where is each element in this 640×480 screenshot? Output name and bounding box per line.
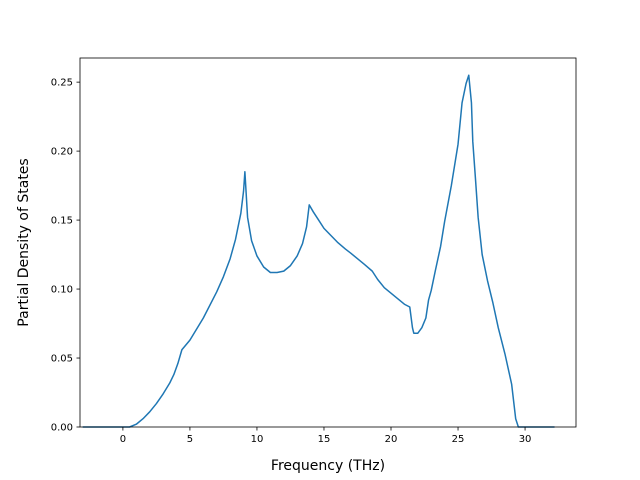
x-tick-label: 5 xyxy=(187,434,193,445)
x-tick-label: 0 xyxy=(120,434,126,445)
series-layer xyxy=(82,74,555,428)
y-tick-label: 0.20 xyxy=(51,147,73,158)
x-tick-label: 15 xyxy=(318,434,331,445)
y-tick-label: 0.10 xyxy=(51,285,73,296)
x-axis: 0 5 10 15 20 25 30 xyxy=(120,427,532,445)
x-axis-label: Frequency (THz) xyxy=(271,458,385,474)
x-tick-label: 10 xyxy=(251,434,264,445)
y-axis: 0.00 0.05 0.10 0.15 0.20 0.25 xyxy=(51,78,80,434)
y-axis-label: Partial Density of States xyxy=(16,158,32,326)
x-tick-label: 25 xyxy=(452,434,465,445)
y-tick-label: 0.25 xyxy=(51,78,73,89)
y-tick-label: 0.15 xyxy=(51,216,73,227)
y-tick-label: 0.00 xyxy=(51,423,73,434)
y-tick-label: 0.05 xyxy=(51,354,73,365)
series-line-0 xyxy=(82,74,555,428)
x-tick-label: 20 xyxy=(385,434,398,445)
x-tick-label: 30 xyxy=(519,434,532,445)
plot-frame xyxy=(79,57,577,428)
